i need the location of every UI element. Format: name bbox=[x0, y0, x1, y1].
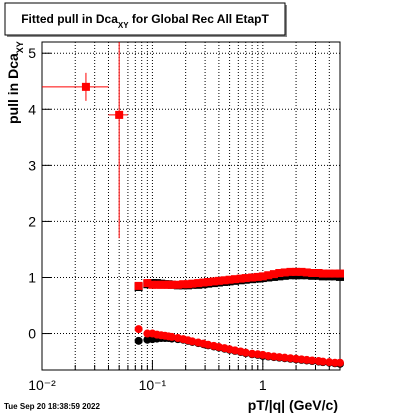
marker bbox=[325, 269, 334, 278]
marker bbox=[199, 278, 208, 287]
marker bbox=[280, 268, 289, 277]
marker bbox=[297, 267, 306, 276]
marker bbox=[183, 280, 192, 289]
marker bbox=[204, 277, 213, 286]
x-axis-label: pT/|q| (GeV/c) bbox=[248, 397, 338, 413]
y-tick-label: 2 bbox=[28, 213, 36, 229]
marker bbox=[286, 267, 295, 276]
marker bbox=[167, 280, 176, 289]
title-box bbox=[4, 2, 286, 36]
marker bbox=[173, 280, 182, 289]
y-tick-label: 3 bbox=[28, 157, 36, 173]
x-tick-label: 10⁻² bbox=[28, 377, 56, 393]
marker bbox=[258, 272, 267, 281]
marker bbox=[336, 358, 344, 367]
y-label-subscript: XY bbox=[15, 41, 25, 53]
marker bbox=[336, 269, 344, 278]
y-tick-label: 1 bbox=[28, 269, 36, 285]
marker bbox=[220, 276, 229, 285]
marker bbox=[264, 271, 273, 280]
marker bbox=[225, 275, 234, 284]
marker bbox=[167, 332, 176, 341]
marker bbox=[152, 280, 161, 289]
timestamp: Tue Sep 20 18:38:59 2022 bbox=[4, 402, 100, 411]
marker bbox=[241, 348, 250, 357]
marker bbox=[318, 269, 327, 278]
marker bbox=[134, 281, 143, 290]
marker bbox=[179, 280, 188, 289]
marker bbox=[302, 268, 311, 277]
x-tick-label: 1 bbox=[259, 377, 267, 393]
marker bbox=[148, 280, 157, 289]
marker bbox=[241, 274, 250, 283]
marker bbox=[248, 273, 257, 282]
marker bbox=[134, 325, 143, 334]
marker bbox=[269, 270, 278, 279]
marker bbox=[292, 267, 301, 276]
y-label-text: pull in Dca bbox=[5, 53, 21, 124]
frame bbox=[41, 41, 341, 371]
title-text: Fitted pull in Dca bbox=[21, 12, 118, 26]
y-axis-label: pull in DcaXY bbox=[5, 41, 25, 124]
marker bbox=[330, 269, 339, 278]
marker bbox=[308, 269, 317, 278]
x-tick-label: 10⁻¹ bbox=[139, 377, 167, 393]
marker bbox=[188, 279, 197, 288]
marker bbox=[275, 269, 284, 278]
title-subscript: XY bbox=[118, 21, 129, 30]
marker bbox=[143, 279, 152, 288]
title-text: for Global Rec All EtapT bbox=[129, 12, 270, 26]
marker bbox=[314, 269, 323, 278]
marker bbox=[308, 356, 317, 365]
y-tick-label: 4 bbox=[28, 101, 36, 117]
marker bbox=[318, 357, 327, 366]
marker bbox=[214, 276, 223, 285]
marker bbox=[194, 279, 203, 288]
marker bbox=[81, 82, 90, 91]
marker bbox=[236, 274, 245, 283]
marker bbox=[209, 277, 218, 286]
marker bbox=[253, 272, 262, 281]
marker bbox=[134, 336, 143, 345]
marker bbox=[231, 275, 240, 284]
y-tick-label: 5 bbox=[28, 45, 36, 61]
marker bbox=[115, 110, 124, 119]
chart-title: Fitted pull in DcaXY for Global Rec All … bbox=[21, 12, 269, 30]
plot-area: 10⁻² 10⁻¹ 1 0 1 2 3 4 5 bbox=[28, 41, 344, 393]
y-tick-label: 0 bbox=[28, 326, 36, 342]
